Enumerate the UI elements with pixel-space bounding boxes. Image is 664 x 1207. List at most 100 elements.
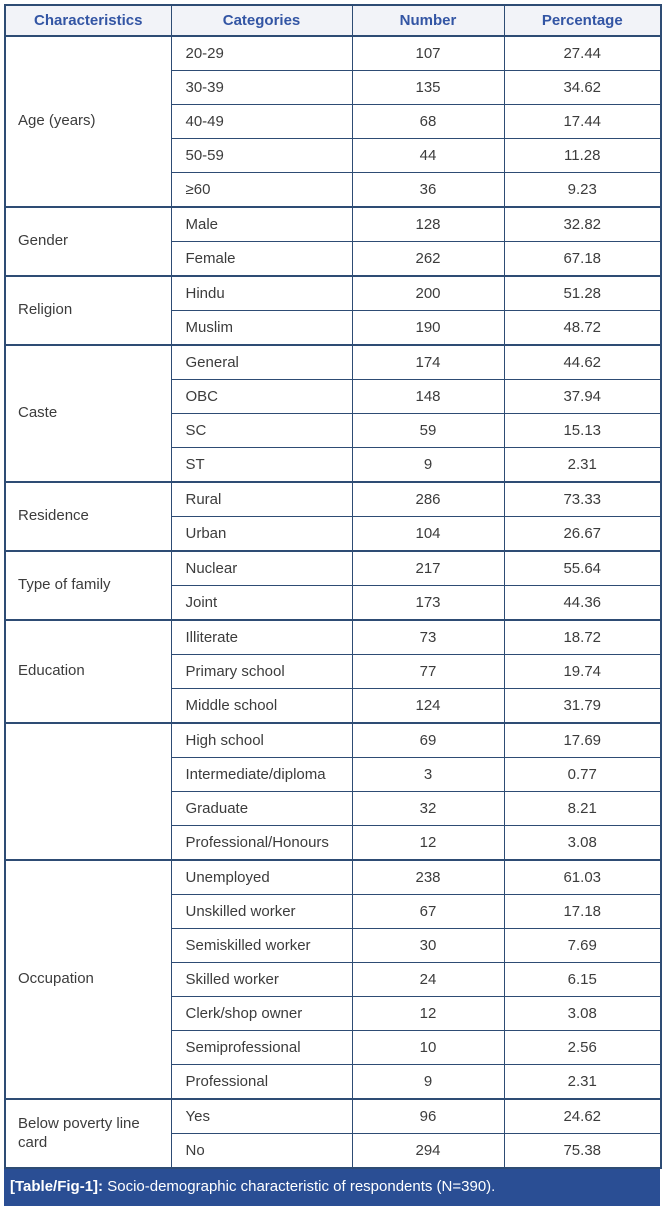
- category-cell: Muslim: [170, 310, 353, 346]
- percentage-cell: 24.62: [503, 1098, 662, 1134]
- percentage-cell: 0.77: [503, 757, 662, 792]
- percentage-cell: 75.38: [503, 1133, 662, 1169]
- percentage-cell: 3.08: [503, 996, 662, 1031]
- percentage-cell: 2.31: [503, 447, 662, 483]
- number-cell: 286: [351, 481, 505, 517]
- table-row: SC 59 15.13: [5, 413, 662, 448]
- percentage-cell: 8.21: [503, 791, 662, 826]
- table-row: Intermediate/diploma 3 0.77: [5, 757, 662, 792]
- number-cell: 9: [351, 447, 505, 483]
- percentage-cell: 55.64: [503, 550, 662, 586]
- table-row: 40-49 68 17.44: [5, 104, 662, 139]
- percentage-cell: 32.82: [503, 206, 662, 242]
- percentage-cell: 48.72: [503, 310, 662, 346]
- table-row: Type of family Nuclear 217 55.64: [4, 550, 662, 621]
- table-row: Residence Rural 286 73.33: [4, 481, 662, 552]
- number-cell: 67: [351, 894, 505, 929]
- table-row: Female 262 67.18: [5, 241, 662, 277]
- characteristic-cell: Caste: [4, 344, 172, 483]
- number-cell: 128: [351, 206, 505, 242]
- number-cell: 59: [351, 413, 505, 448]
- number-cell: 148: [351, 379, 505, 414]
- demographics-table: Characteristics Categories Number Percen…: [4, 4, 662, 1169]
- category-cell: No: [170, 1133, 353, 1169]
- percentage-cell: 61.03: [503, 859, 662, 895]
- number-cell: 107: [351, 35, 505, 71]
- category-cell: Female: [170, 241, 353, 277]
- table-row: No 294 75.38: [5, 1133, 662, 1169]
- number-cell: 12: [351, 996, 505, 1031]
- percentage-cell: 44.62: [503, 344, 662, 380]
- percentage-cell: 15.13: [503, 413, 662, 448]
- table-row: Joint 173 44.36: [5, 585, 662, 621]
- characteristic-cell: Residence: [4, 481, 172, 552]
- number-cell: 217: [351, 550, 505, 586]
- number-cell: 36: [351, 172, 505, 208]
- number-cell: 9: [351, 1064, 505, 1100]
- table-row: High school 69 17.69: [4, 722, 662, 861]
- number-cell: 30: [351, 928, 505, 963]
- category-cell: Primary school: [170, 654, 353, 689]
- percentage-cell: 51.28: [503, 275, 662, 311]
- table-row: 30-39 135 34.62: [5, 70, 662, 105]
- number-cell: 124: [351, 688, 505, 724]
- number-cell: 200: [351, 275, 505, 311]
- table-row: Graduate 32 8.21: [5, 791, 662, 826]
- number-cell: 190: [351, 310, 505, 346]
- percentage-cell: 17.69: [503, 722, 662, 758]
- category-cell: Intermediate/diploma: [170, 757, 353, 792]
- category-cell: High school: [170, 722, 353, 758]
- characteristic-cell: Below poverty line card: [4, 1098, 172, 1169]
- table-row: Religion Hindu 200 51.28: [4, 275, 662, 346]
- number-cell: 69: [351, 722, 505, 758]
- percentage-cell: 2.31: [503, 1064, 662, 1100]
- table-row: Occupation Unemployed 238 61.03: [4, 859, 662, 1100]
- percentage-cell: 2.56: [503, 1030, 662, 1065]
- table-row: Clerk/shop owner 12 3.08: [5, 996, 662, 1031]
- category-cell: Rural: [170, 481, 353, 517]
- category-cell: SC: [170, 413, 353, 448]
- category-cell: 20-29: [170, 35, 353, 71]
- table-figure: Characteristics Categories Number Percen…: [4, 4, 662, 1206]
- characteristic-cell: Type of family: [4, 550, 172, 621]
- percentage-cell: 19.74: [503, 654, 662, 689]
- number-cell: 32: [351, 791, 505, 826]
- category-cell: 30-39: [170, 70, 353, 105]
- category-cell: Professional/Honours: [170, 825, 353, 861]
- percentage-cell: 6.15: [503, 962, 662, 997]
- category-cell: Graduate: [170, 791, 353, 826]
- category-cell: 50-59: [170, 138, 353, 173]
- percentage-cell: 18.72: [503, 619, 662, 655]
- category-cell: Urban: [170, 516, 353, 552]
- percentage-cell: 11.28: [503, 138, 662, 173]
- figure-caption: [Table/Fig-1]: Socio-demographic charact…: [4, 1169, 660, 1206]
- percentage-cell: 9.23: [503, 172, 662, 208]
- table-row: Muslim 190 48.72: [5, 310, 662, 346]
- table-row: Age (years) 20-29 107 27.44: [4, 35, 662, 208]
- percentage-cell: 27.44: [503, 35, 662, 71]
- caption-tag: [Table/Fig-1]:: [10, 1178, 104, 1195]
- category-cell: Professional: [170, 1064, 353, 1100]
- category-cell: Nuclear: [170, 550, 353, 586]
- header-row: Characteristics Categories Number Percen…: [4, 4, 662, 37]
- category-cell: OBC: [170, 379, 353, 414]
- category-cell: Unskilled worker: [170, 894, 353, 929]
- number-cell: 44: [351, 138, 505, 173]
- number-cell: 77: [351, 654, 505, 689]
- percentage-cell: 73.33: [503, 481, 662, 517]
- table-body: Age (years) 20-29 107 27.44 30-39 135 34.62 40-…: [4, 35, 662, 1169]
- number-cell: 173: [351, 585, 505, 621]
- number-cell: 262: [351, 241, 505, 277]
- column-header-characteristics: Characteristics: [4, 4, 172, 37]
- table-row: Below poverty line card Yes 96 24.62: [4, 1098, 662, 1169]
- table-row: Semiskilled worker 30 7.69: [5, 928, 662, 963]
- characteristic-cell: Religion: [4, 275, 172, 346]
- number-cell: 104: [351, 516, 505, 552]
- table-row: Semiprofessional 10 2.56: [5, 1030, 662, 1065]
- column-header-percentage: Percentage: [503, 4, 662, 37]
- table-row: Unskilled worker 67 17.18: [5, 894, 662, 929]
- table-row: Caste General 174 44.62: [4, 344, 662, 483]
- number-cell: 174: [351, 344, 505, 380]
- number-cell: 96: [351, 1098, 505, 1134]
- table-row: Professional/Honours 12 3.08: [5, 825, 662, 861]
